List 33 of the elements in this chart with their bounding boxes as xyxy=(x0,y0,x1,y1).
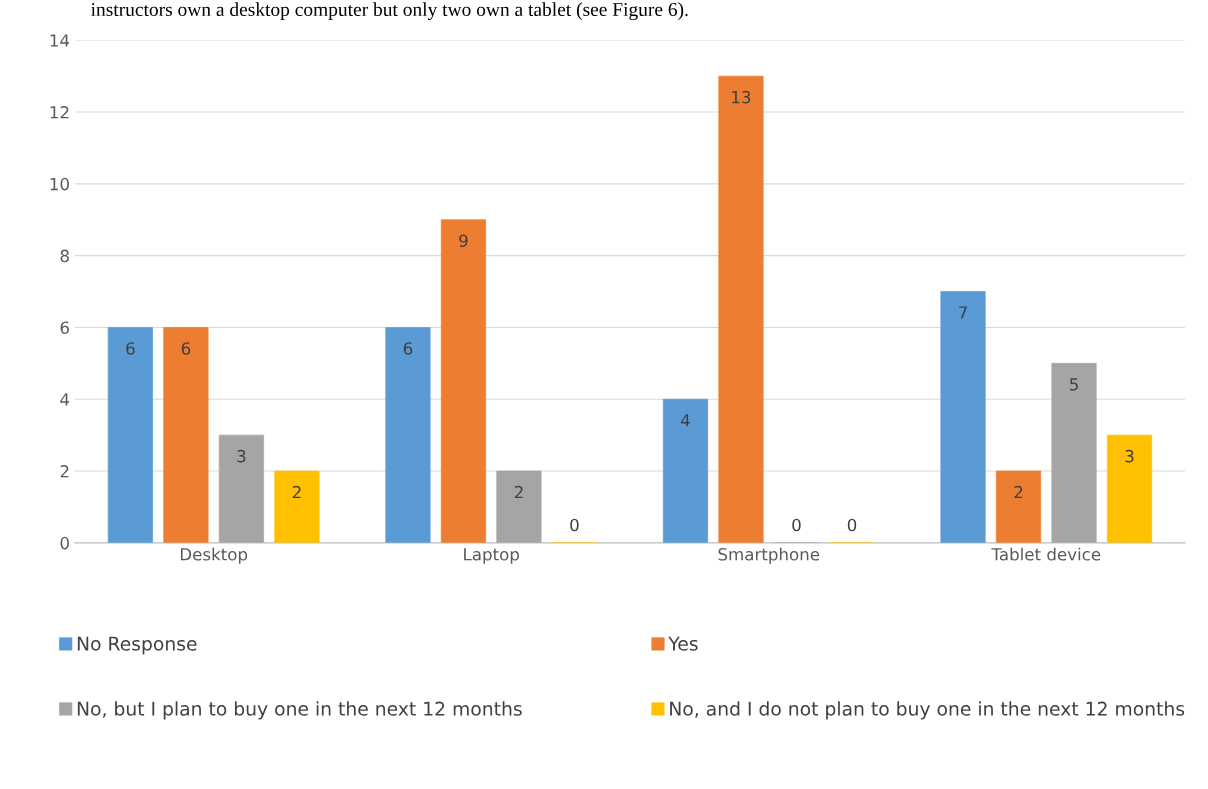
legend-label: No, but I plan to buy one in the next 12 months xyxy=(77,701,522,720)
y-tick-label: 0 xyxy=(60,536,69,550)
y-tick-label: 12 xyxy=(50,106,69,119)
data-label: 4 xyxy=(680,414,690,427)
legend-label: Yes xyxy=(668,636,698,651)
x-tick-label: Desktop xyxy=(180,547,248,564)
data-label: 2 xyxy=(514,485,523,499)
data-label: 3 xyxy=(1125,449,1134,463)
x-tick-label: Smartphone xyxy=(718,547,820,564)
data-label: 6 xyxy=(126,342,135,355)
data-label: 3 xyxy=(237,449,246,463)
text: instructors own a desktop computer but only two own a tablet (see Figure 6). xyxy=(91,2,688,21)
data-label: 6 xyxy=(403,342,413,355)
y-tick-label: 4 xyxy=(60,393,70,406)
y-tick-label: 8 xyxy=(60,249,69,263)
y-tick-label: 6 xyxy=(60,321,69,334)
data-label: 13 xyxy=(732,90,751,104)
y-tick-label: 14 xyxy=(50,34,70,47)
data-label: 0 xyxy=(792,518,801,532)
data-label: 6 xyxy=(181,342,191,355)
x-tick-label: Tablet device xyxy=(991,547,1101,561)
y-tick-label: 10 xyxy=(50,177,69,191)
legend-label: No, and I do not plan to buy one in the next 12 months xyxy=(670,701,1185,720)
data-label: 5 xyxy=(1070,378,1078,391)
y-tick-label: 2 xyxy=(60,465,69,478)
data-label: 0 xyxy=(847,518,857,532)
data-label: 2 xyxy=(1014,485,1023,499)
data-label: 9 xyxy=(459,234,468,248)
x-tick-label: Laptop xyxy=(464,548,519,564)
data-label: 0 xyxy=(570,518,579,532)
legend-label: No Response xyxy=(77,636,197,655)
data-label: 7 xyxy=(959,306,967,319)
data-label: 2 xyxy=(292,485,301,499)
